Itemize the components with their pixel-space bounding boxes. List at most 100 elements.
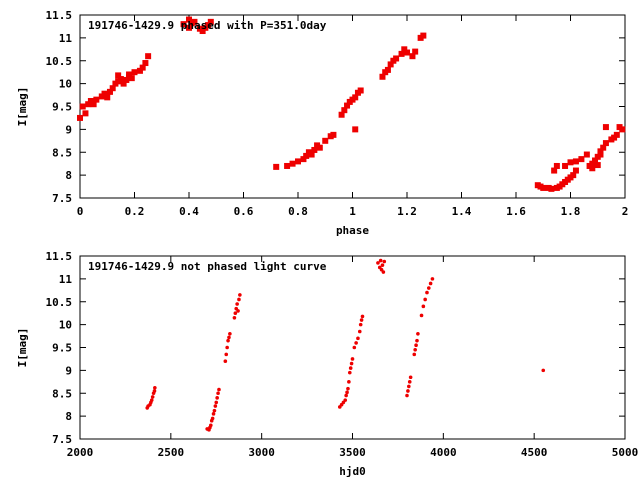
chart2-data-point	[212, 408, 217, 413]
chart1-data-point	[300, 156, 307, 163]
chart1-data-point	[303, 152, 310, 159]
chart2-data-point	[349, 361, 354, 366]
chart2-data-point	[210, 416, 215, 421]
chart2-data-point	[358, 322, 363, 327]
chart1-ylabel: I[mag]	[16, 87, 29, 127]
chart1-data-point	[311, 146, 318, 153]
chart2-ytick-label: 11	[59, 273, 73, 286]
chart1-data-point	[123, 76, 130, 83]
chart2-data-point	[232, 315, 237, 320]
chart1-data-point	[199, 28, 206, 35]
chart2-data-point	[413, 347, 417, 352]
chart1-xtick-label: 0.4	[179, 205, 199, 218]
chart2-xtick-label: 2000	[67, 446, 94, 459]
chart2-ytick-label: 10.5	[46, 296, 73, 309]
chart1-data-point	[109, 85, 116, 92]
chart1-data-point	[387, 61, 394, 68]
chart2-data-point	[414, 343, 418, 348]
chart1-data-point	[592, 157, 599, 164]
chart2-plot-frame	[79, 255, 626, 440]
chart2-data-point	[541, 368, 546, 373]
chart1-data-point	[131, 69, 138, 76]
chart2-data-point	[408, 375, 413, 380]
chart1-data-point	[384, 66, 391, 73]
chart2-data-point	[428, 281, 433, 286]
chart1-data-point	[85, 101, 92, 108]
chart1-data-point	[79, 103, 86, 110]
chart2-xlabel: hjd0	[339, 465, 366, 478]
chart2-data-point	[406, 389, 410, 393]
chart1: 0 0.2 0.4 0.6 0.8 1 1.2 1.4 1.6 1.8 2 7.5 8 8.5 9 9.5 10…	[16, 9, 628, 237]
chart1-data-point	[93, 96, 100, 103]
chart1-data-point	[597, 148, 604, 155]
chart1-ytick-label: 8	[65, 169, 72, 182]
chart1-data-point	[106, 88, 113, 95]
chart1-xtick-label: 1	[349, 205, 356, 218]
chart1-data-point	[597, 151, 604, 158]
chart2-data-point	[357, 329, 362, 334]
chart1-ytick-label: 10.5	[46, 55, 73, 68]
chart1-data-point	[412, 48, 419, 55]
chart2-data-point	[149, 398, 154, 402]
chart2-ytick-label: 9.5	[52, 342, 72, 355]
chart1-data-point	[191, 18, 198, 25]
chart2-xtick-label: 5000	[612, 446, 639, 459]
chart2-ytick-label: 11.5	[46, 250, 73, 263]
chart1-data-point	[87, 98, 94, 105]
chart1-data-point	[77, 114, 83, 121]
chart1-data-point	[180, 21, 187, 28]
chart2-data-point	[416, 331, 420, 336]
chart2-ytick-label: 9	[65, 364, 72, 377]
chart2-data-point	[344, 393, 348, 398]
chart1-data-point	[540, 184, 547, 191]
chart2-data-point	[423, 297, 427, 302]
chart1-data-point	[295, 158, 301, 165]
chart2-data-point	[153, 385, 157, 390]
chart2-data-point	[233, 311, 238, 315]
chart2-data-point	[376, 261, 380, 265]
chart2-data-point	[380, 263, 385, 267]
chart2-data-point	[425, 290, 429, 295]
chart1-ytick-label: 10	[59, 78, 72, 91]
chart1-data-point	[316, 144, 323, 151]
chart1-data-point	[142, 60, 149, 67]
chart1-data-point	[289, 160, 296, 167]
chart1-data-point	[207, 18, 214, 25]
chart1-data-point	[578, 156, 585, 163]
chart1-xtick-label: 1.4	[452, 205, 472, 218]
chart1-data-point	[341, 107, 348, 114]
chart2-data-point	[237, 297, 241, 302]
chart2-data-point	[223, 359, 228, 364]
chart1-xtick-label: 0.6	[234, 205, 254, 218]
chart1-data-point	[90, 101, 97, 108]
chart2-data-point	[378, 258, 383, 263]
chart1-data-point	[379, 73, 386, 80]
chart1-data-point	[594, 162, 601, 169]
chart1-xtick-label: 2	[622, 205, 629, 218]
chart2-data-point	[347, 370, 352, 375]
chart2-data-point	[407, 380, 412, 384]
chart1-data-point	[613, 131, 620, 138]
chart2-data-point	[360, 314, 365, 319]
chart2-data-point	[235, 302, 239, 306]
chart1-title: 191746-1429.9 phased with P=351.0day	[88, 19, 327, 32]
chart1-data-point	[420, 32, 427, 39]
chart2: 2000 2500 3000 3500 4000 4500 5000 7.5 8 8.5 9 9.5 1…	[16, 250, 638, 478]
chart1-data-point	[101, 90, 108, 97]
chart1-data-point	[186, 24, 192, 31]
chart2-xtick-label: 4000	[430, 446, 457, 459]
chart1-data-point	[284, 162, 291, 169]
chart2-data-point	[226, 338, 230, 343]
chart1-xtick-label: 0.8	[288, 205, 308, 218]
chart2-data-point	[227, 335, 231, 340]
chart1-xtick-label: 1.6	[506, 205, 526, 218]
chart1-data-point	[548, 185, 555, 192]
chart1-data-point	[393, 55, 400, 62]
chart1-data-point	[619, 126, 626, 133]
chart1-data-point	[357, 87, 364, 94]
chart1-data-point	[139, 64, 146, 71]
chart1-data-point	[115, 72, 122, 79]
chart1-data-point	[104, 94, 111, 101]
chart1-data-point	[344, 102, 351, 109]
